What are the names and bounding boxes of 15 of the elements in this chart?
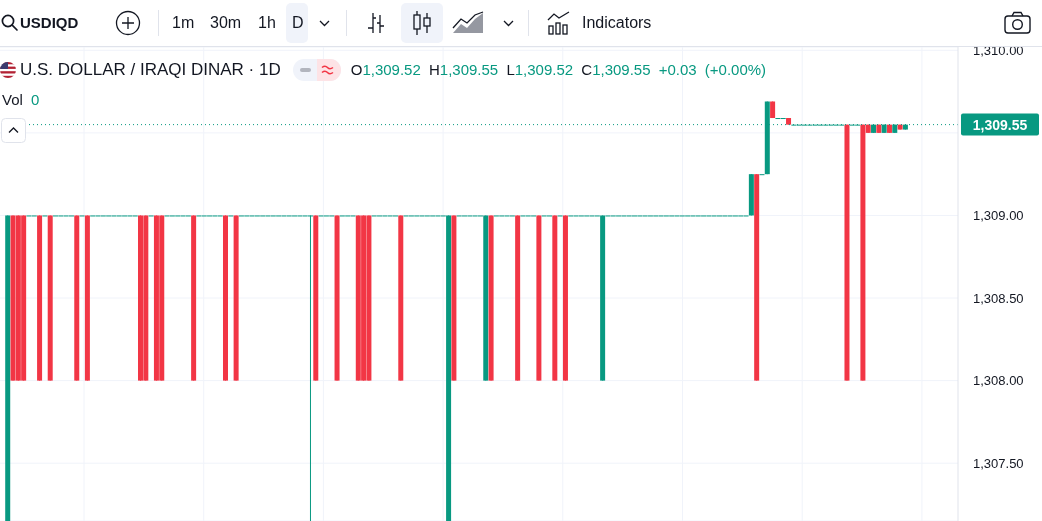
- text: 1m: [172, 13, 195, 33]
- text: D: [292, 13, 304, 33]
- y-tick-label: 1,308.00: [973, 373, 1024, 389]
- text: 30m: [210, 13, 242, 33]
- annotation: Vol 0: [2, 91, 40, 108]
- text: 1h: [258, 13, 276, 33]
- y-tick-label: 1,308.50: [973, 290, 1024, 306]
- text: Indicators: [582, 13, 652, 33]
- y-tick-label: 1,307.50: [973, 455, 1024, 471]
- text: O1,309.52 H1,309.55 L1,309.52 C1,309.55 +0.03 (+0.00%): [350, 61, 767, 78]
- text: U.S. DOLLAR / IRAQI DINAR · 1D: [20, 59, 281, 81]
- text: USDIQD: [20, 13, 79, 33]
- y-tick-label: 1,309.00: [973, 208, 1024, 224]
- candlestick: [307, 214, 313, 521]
- ref-line-label: 1,309.55: [972, 116, 1028, 133]
